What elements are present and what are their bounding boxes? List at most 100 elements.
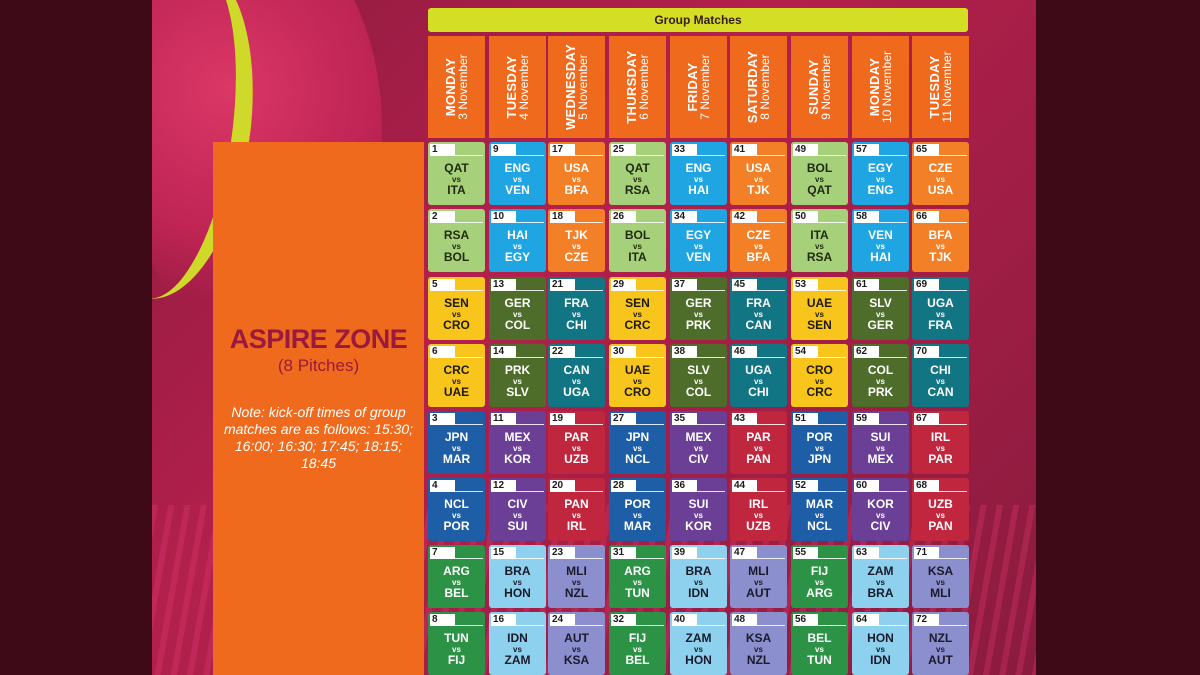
match-cell: 57 EGY vs ENG <box>852 142 909 205</box>
match-cell: 55 FIJ vs ARG <box>791 545 848 608</box>
match-number: 60 <box>854 480 879 492</box>
day-header-text: TUESDAY 11 November <box>926 51 954 122</box>
match-divider <box>879 558 907 559</box>
day-name: THURSDAY <box>623 50 639 124</box>
match-teams: SEN vs CRO <box>428 297 485 332</box>
day-date: 9 November <box>818 54 833 120</box>
match-teams: IRL vs UZB <box>730 498 787 533</box>
vs-label: vs <box>572 242 581 251</box>
home-team: AUT <box>564 631 589 645</box>
away-team: UZB <box>564 452 589 466</box>
match-number: 50 <box>793 211 818 223</box>
match-teams: FRA vs CAN <box>730 297 787 332</box>
match-number: 51 <box>793 413 818 425</box>
match-teams: BOL vs QAT <box>791 162 848 197</box>
match-divider <box>575 625 603 626</box>
day-date: 3 November <box>455 54 470 120</box>
vs-label: vs <box>936 310 945 319</box>
match-teams: UAE vs CRO <box>609 364 666 399</box>
away-team: JPN <box>807 452 832 466</box>
match-divider <box>939 290 967 291</box>
day-name: SATURDAY <box>744 50 760 124</box>
vs-label: vs <box>572 310 581 319</box>
day-date: 5 November <box>575 54 590 120</box>
match-number: 19 <box>550 413 575 425</box>
home-team: ARG <box>443 564 470 578</box>
home-team: TUN <box>444 631 469 645</box>
match-teams: SLV vs GER <box>852 297 909 332</box>
match-teams: JPN vs NCL <box>609 431 666 466</box>
home-team: PRK <box>504 363 531 377</box>
match-divider <box>697 290 725 291</box>
home-team: GER <box>685 296 712 310</box>
away-team: ENG <box>867 183 894 197</box>
vs-label: vs <box>694 310 703 319</box>
away-team: HON <box>685 653 712 667</box>
home-team: FIJ <box>628 631 647 645</box>
match-divider <box>636 357 664 358</box>
match-divider <box>757 424 785 425</box>
vs-label: vs <box>754 645 763 654</box>
home-team: ZAM <box>867 564 894 578</box>
vs-label: vs <box>572 175 581 184</box>
match-divider <box>516 155 544 156</box>
day-header: MONDAY 3 November <box>428 36 485 138</box>
home-team: CAN <box>563 363 590 377</box>
match-number: 63 <box>854 547 879 559</box>
away-team: KOR <box>685 519 712 533</box>
vs-label: vs <box>452 444 461 453</box>
match-cell: 14 PRK vs SLV <box>489 344 546 407</box>
vs-label: vs <box>876 377 885 386</box>
vs-label: vs <box>452 377 461 386</box>
right-backdrop <box>1036 0 1200 675</box>
home-team: MLI <box>566 564 587 578</box>
match-divider <box>939 491 967 492</box>
away-team: IDN <box>688 586 709 600</box>
home-team: IRL <box>930 430 951 444</box>
home-team: GER <box>504 296 531 310</box>
match-divider <box>455 155 483 156</box>
match-teams: SUI vs KOR <box>670 498 727 533</box>
away-team: BOL <box>443 250 470 264</box>
match-cell: 10 HAI vs EGY <box>489 209 546 272</box>
match-divider <box>879 290 907 291</box>
away-team: VEN <box>686 250 711 264</box>
match-cell: 15 BRA vs HON <box>489 545 546 608</box>
home-team: EGY <box>685 228 712 242</box>
match-teams: ENG vs HAI <box>670 162 727 197</box>
away-team: ZAM <box>504 653 531 667</box>
away-team: ITA <box>628 250 647 264</box>
match-divider <box>697 222 725 223</box>
match-teams: KSA vs MLI <box>912 565 969 600</box>
match-number: 55 <box>793 547 818 559</box>
match-teams: EGY vs VEN <box>670 229 727 264</box>
home-team: BEL <box>807 631 832 645</box>
home-team: JPN <box>625 430 650 444</box>
match-number: 25 <box>611 144 636 156</box>
match-teams: GER vs PRK <box>670 297 727 332</box>
match-cell: 34 EGY vs VEN <box>670 209 727 272</box>
away-team: BEL <box>444 586 469 600</box>
vs-label: vs <box>452 578 461 587</box>
match-divider <box>818 222 846 223</box>
away-team: SEN <box>807 318 832 332</box>
vs-label: vs <box>694 578 703 587</box>
match-number: 70 <box>914 346 939 358</box>
away-team: BFA <box>564 183 589 197</box>
match-divider <box>575 155 603 156</box>
match-cell: 41 USA vs TJK <box>730 142 787 205</box>
match-cell: 5 SEN vs CRO <box>428 277 485 340</box>
match-number: 61 <box>854 279 879 291</box>
venue-title: ASPIRE ZONE <box>229 324 408 354</box>
match-number: 38 <box>672 346 697 358</box>
match-teams: SLV vs COL <box>670 364 727 399</box>
match-teams: PRK vs SLV <box>489 364 546 399</box>
match-number: 57 <box>854 144 879 156</box>
vs-label: vs <box>572 511 581 520</box>
match-number: 71 <box>914 547 939 559</box>
match-divider <box>879 155 907 156</box>
match-number: 68 <box>914 480 939 492</box>
day-name: TUESDAY <box>926 55 942 119</box>
match-number: 46 <box>732 346 757 358</box>
match-divider <box>757 290 785 291</box>
